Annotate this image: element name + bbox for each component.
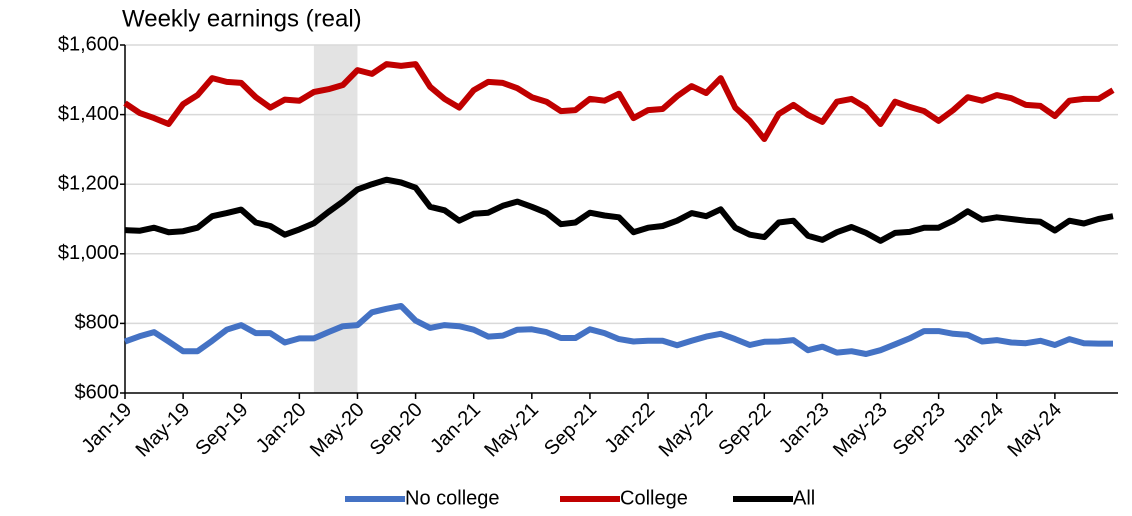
- y-tick-label: $1,400: [58, 103, 119, 125]
- x-tick-label: Sep-19: [191, 399, 252, 460]
- x-tick-label: May-23: [829, 399, 892, 462]
- series-line: [124, 176, 1114, 244]
- x-tick-label: Jan-21: [426, 399, 485, 458]
- x-tick-label: Jan-19: [77, 399, 136, 458]
- x-tick-label: Sep-21: [540, 399, 601, 460]
- legend-label: All: [793, 487, 815, 509]
- x-tick-label: May-24: [1003, 399, 1066, 462]
- y-tick-label: $800: [75, 312, 120, 334]
- series-line: [123, 61, 1115, 142]
- x-tick-label: Sep-20: [366, 399, 427, 460]
- x-tick-label: Sep-22: [714, 399, 775, 460]
- x-tick-label: Sep-23: [889, 399, 950, 460]
- x-tick-label: Jan-24: [949, 399, 1008, 458]
- x-tick-label: May-22: [655, 399, 718, 462]
- x-tick-label: May-21: [480, 399, 543, 462]
- chart-title: Weekly earnings (real): [122, 5, 362, 32]
- y-tick-label: $1,200: [58, 172, 119, 194]
- x-tick-label: May-20: [306, 399, 369, 462]
- x-tick-label: Jan-22: [601, 399, 660, 458]
- legend-label: College: [620, 487, 688, 509]
- y-tick-label: $1,600: [58, 33, 119, 55]
- series-line: [123, 303, 1113, 357]
- x-tick-label: May-19: [132, 399, 195, 462]
- x-tick-label: Jan-20: [252, 399, 311, 458]
- legend-label: No college: [405, 487, 500, 509]
- y-tick-label: $600: [75, 381, 120, 403]
- x-tick-label: Jan-23: [775, 399, 834, 458]
- y-tick-label: $1,000: [58, 242, 119, 264]
